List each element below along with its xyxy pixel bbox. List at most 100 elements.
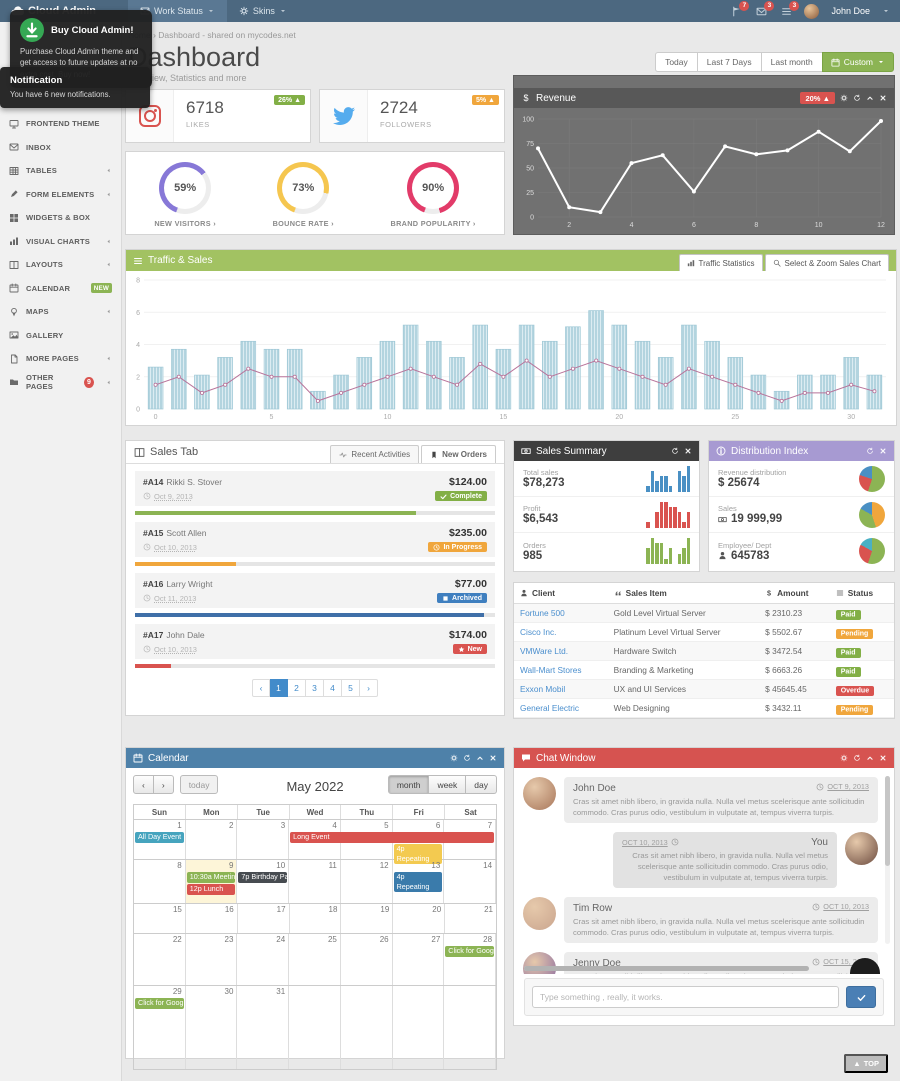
calendar-event[interactable]: Click for Google bbox=[135, 998, 184, 1010]
refresh-icon[interactable] bbox=[853, 754, 861, 762]
calendar-prev-button[interactable]: ‹ bbox=[133, 775, 154, 795]
chat-message-date[interactable]: OCT 15, 2013 bbox=[812, 957, 869, 966]
calendar-day-cell[interactable]: 17 bbox=[238, 904, 290, 934]
calendar-day-cell[interactable]: 19 bbox=[341, 904, 394, 934]
gauge-new-visitors[interactable]: 59% NEW VISITORS › bbox=[154, 162, 216, 228]
flag-alert[interactable]: 7 bbox=[731, 0, 750, 17]
client-link[interactable]: Fortune 500 bbox=[520, 608, 565, 619]
chat-message-input[interactable] bbox=[532, 986, 839, 1009]
calendar-day-cell[interactable]: 28 bbox=[444, 934, 497, 986]
nav-skins[interactable]: Skins bbox=[227, 0, 299, 22]
tab-new-orders[interactable]: New Orders bbox=[421, 445, 496, 464]
order-date[interactable]: Oct 10, 2013 bbox=[143, 645, 197, 654]
range-button-last-month[interactable]: Last month bbox=[760, 52, 822, 72]
sidebar-item-visual-charts[interactable]: VISUAL CHARTS bbox=[0, 230, 121, 254]
calendar-event[interactable]: 10:30a Meeting bbox=[186, 872, 236, 884]
calendar-event[interactable]: All Day Event bbox=[135, 832, 184, 844]
calendar-day-cell[interactable]: 27 bbox=[393, 934, 445, 986]
scroll-to-top-button[interactable]: ▲ TOP bbox=[844, 1054, 888, 1073]
page-button-5[interactable]: 5 bbox=[342, 679, 360, 698]
calendar-view-day[interactable]: day bbox=[466, 775, 497, 795]
calendar-view-month[interactable]: month bbox=[387, 775, 430, 795]
calendar-day-cell[interactable]: 3 bbox=[237, 820, 290, 860]
calendar-event[interactable]: 4p Repeating Event bbox=[393, 844, 443, 865]
client-link[interactable]: Wall-Mart Stores bbox=[520, 665, 582, 676]
send-message-button[interactable] bbox=[846, 986, 876, 1009]
gear-icon[interactable] bbox=[840, 754, 848, 762]
calendar-day-cell[interactable]: 23 bbox=[186, 934, 238, 986]
close-icon[interactable] bbox=[489, 754, 497, 762]
chat-message-date[interactable]: OCT 9, 2013 bbox=[816, 782, 869, 791]
order-date[interactable]: Oct 10, 2013 bbox=[143, 543, 197, 552]
sidebar-item-inbox[interactable]: INBOX bbox=[0, 136, 121, 160]
column-header-status[interactable]: Status bbox=[829, 583, 894, 605]
calendar-day-cell[interactable]: 16 bbox=[186, 904, 238, 934]
calendar-view-week[interactable]: week bbox=[429, 775, 467, 795]
calendar-day-cell[interactable]: 11 bbox=[289, 860, 341, 904]
user-avatar[interactable] bbox=[804, 3, 820, 19]
order-date[interactable]: Oct 11, 2013 bbox=[143, 594, 196, 603]
calendar-day-cell[interactable]: 10 bbox=[237, 860, 290, 904]
calendar-day-cell[interactable]: 1 bbox=[134, 820, 186, 860]
user-name[interactable]: John Doe bbox=[831, 6, 870, 16]
chat-message-date[interactable]: OCT 10, 2013 bbox=[812, 902, 869, 911]
gauge-brand-popularity[interactable]: 90% BRAND POPULARITY › bbox=[391, 162, 476, 228]
close-icon[interactable] bbox=[879, 94, 887, 102]
calendar-day-cell[interactable]: 31 bbox=[237, 986, 290, 1070]
refresh-icon[interactable] bbox=[853, 94, 861, 102]
calendar-day-cell[interactable]: 13 bbox=[393, 860, 445, 904]
sidebar-item-more-pages[interactable]: MORE PAGES bbox=[0, 347, 121, 371]
calendar-day-cell[interactable]: 24 bbox=[237, 934, 290, 986]
page-button-›[interactable]: › bbox=[360, 679, 378, 698]
chevron-up-icon[interactable] bbox=[476, 754, 484, 762]
sidebar-item-layouts[interactable]: LAYOUTS bbox=[0, 253, 121, 277]
client-link[interactable]: Cisco Inc. bbox=[520, 627, 557, 638]
page-button-2[interactable]: 2 bbox=[288, 679, 306, 698]
calendar-day-cell[interactable]: 12 bbox=[341, 860, 393, 904]
calendar-day-cell[interactable] bbox=[444, 986, 497, 1070]
calendar-event[interactable]: 4p Repeating Event bbox=[393, 872, 443, 893]
calendar-event[interactable]: Click for Google bbox=[445, 946, 494, 958]
column-header-amount[interactable]: $ Amount bbox=[759, 583, 830, 605]
calendar-event[interactable]: Long Event bbox=[290, 832, 494, 844]
close-icon[interactable] bbox=[879, 447, 887, 455]
calendar-day-cell[interactable]: 2 bbox=[186, 820, 238, 860]
chevron-up-icon[interactable] bbox=[866, 94, 874, 102]
range-button-today[interactable]: Today bbox=[655, 52, 697, 72]
client-link[interactable]: Exxon Mobil bbox=[520, 684, 566, 695]
page-button-1[interactable]: 1 bbox=[270, 679, 288, 698]
calendar-day-cell[interactable]: 18 bbox=[290, 904, 342, 934]
calendar-day-cell[interactable]: 8 bbox=[134, 860, 186, 904]
lines-alert[interactable]: 3 bbox=[781, 0, 800, 17]
notification-tooltip[interactable]: Notification You have 6 new notification… bbox=[0, 67, 150, 109]
close-icon[interactable] bbox=[684, 447, 692, 455]
calendar-day-cell[interactable] bbox=[289, 986, 341, 1070]
tab-select-zoom-sales[interactable]: Select & Zoom Sales Chart bbox=[764, 254, 889, 272]
calendar-event[interactable]: 7p Birthday Party bbox=[238, 872, 288, 884]
envelope-alert[interactable]: 3 bbox=[756, 0, 775, 17]
calendar-day-cell[interactable]: 22 bbox=[134, 934, 186, 986]
tab-traffic-statistics[interactable]: Traffic Statistics bbox=[678, 254, 763, 272]
sidebar-item-widgets-box[interactable]: WIDGETS & BOX bbox=[0, 206, 121, 230]
client-link[interactable]: VMWare Ltd. bbox=[520, 646, 569, 657]
calendar-day-cell[interactable] bbox=[341, 986, 393, 1070]
refresh-icon[interactable] bbox=[463, 754, 471, 762]
gear-icon[interactable] bbox=[450, 754, 458, 762]
close-icon[interactable] bbox=[879, 754, 887, 762]
column-header-client[interactable]: Client bbox=[514, 583, 608, 605]
page-button-‹[interactable]: ‹ bbox=[252, 679, 270, 698]
vertical-scrollbar[interactable] bbox=[885, 776, 890, 945]
horizontal-scrollbar[interactable] bbox=[524, 966, 834, 972]
refresh-icon[interactable] bbox=[671, 447, 679, 455]
sidebar-item-form-elements[interactable]: FORM ELEMENTS bbox=[0, 183, 121, 207]
sidebar-item-other-pages[interactable]: OTHER PAGES 9 bbox=[0, 371, 121, 395]
column-header-sales-item[interactable]: Sales Item bbox=[607, 583, 760, 605]
sidebar-item-calendar[interactable]: CALENDAR NEW bbox=[0, 277, 121, 301]
gear-icon[interactable] bbox=[840, 94, 848, 102]
range-button-last-7-days[interactable]: Last 7 Days bbox=[696, 52, 761, 72]
gauge-bounce-rate[interactable]: 73% BOUNCE RATE › bbox=[273, 162, 334, 228]
custom-range-button[interactable]: Custom bbox=[821, 52, 894, 72]
tab-recent-activities[interactable]: Recent Activities bbox=[330, 445, 420, 464]
page-button-3[interactable]: 3 bbox=[306, 679, 324, 698]
sidebar-item-gallery[interactable]: GALLERY bbox=[0, 324, 121, 348]
